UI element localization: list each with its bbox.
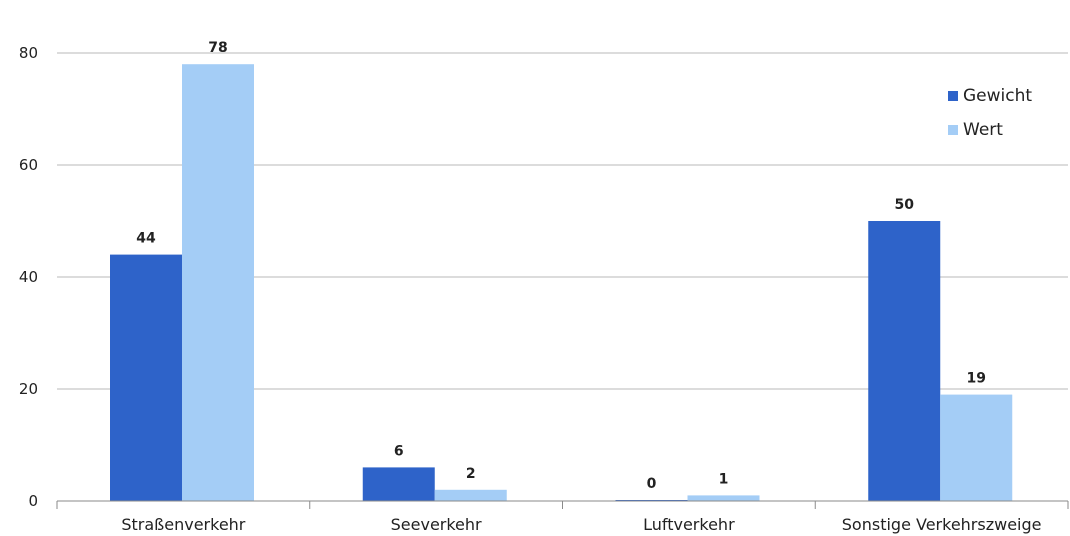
data-labels: 44 78 6 2 0 1 50 19 [136, 40, 986, 492]
data-label: 44 [136, 231, 156, 247]
y-tick-label: 80 [19, 44, 38, 62]
y-tick-label: 40 [19, 268, 38, 286]
bar-gewicht-1 [110, 254, 182, 501]
bar-gewicht-2 [362, 467, 435, 501]
data-label: 19 [967, 371, 986, 387]
category-label: Straßenverkehr [121, 515, 245, 534]
bar-wert-2 [434, 489, 507, 501]
y-tick-label: 0 [28, 492, 38, 510]
category-label: Luftverkehr [643, 515, 735, 534]
bars [110, 64, 1013, 501]
legend-swatch-wert [948, 125, 958, 135]
y-axis-ticks: 0 20 40 60 80 [19, 44, 38, 510]
legend-label-wert: Wert [963, 120, 1003, 140]
legend-swatch-gewicht [948, 91, 958, 101]
legend: Gewicht Wert [948, 86, 1032, 140]
data-label: 50 [895, 197, 915, 213]
data-label: 6 [394, 443, 404, 459]
bar-wert-3 [687, 495, 760, 501]
y-tick-label: 20 [19, 380, 38, 398]
legend-label-gewicht: Gewicht [963, 86, 1032, 106]
data-label: 78 [208, 40, 227, 56]
bar-wert-1 [182, 64, 254, 501]
y-tick-label: 60 [19, 156, 38, 174]
x-axis: Straßenverkehr Seeverkehr Luftverkehr Sonst… [56, 500, 1069, 534]
data-label: 0 [647, 476, 657, 492]
category-label: Sonstige Verkehrszweige [842, 515, 1042, 534]
bar-wert-4 [940, 394, 1013, 501]
category-label: Seeverkehr [391, 515, 482, 534]
bar-gewicht-4 [868, 221, 941, 501]
data-label: 2 [466, 466, 476, 482]
data-label: 1 [719, 471, 729, 487]
